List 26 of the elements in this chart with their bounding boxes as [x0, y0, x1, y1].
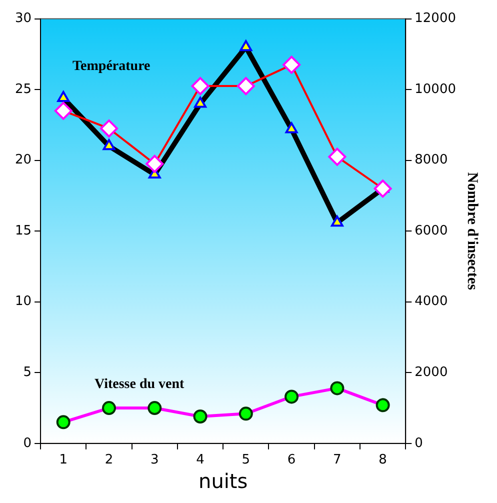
y2-tick-label: 12000: [414, 11, 456, 26]
y2-tick-label: 8000: [414, 152, 448, 168]
x-tick-label: 5: [242, 452, 250, 468]
y2-tick-label: 2000: [414, 365, 448, 380]
y-tick-label: 10: [14, 294, 32, 310]
y2-tick-label: 0: [414, 436, 423, 451]
x-tick-label: 1: [59, 452, 68, 468]
y-tick-label: 25: [14, 82, 32, 97]
y2-tick-label: 10000: [414, 82, 456, 97]
x-axis-title: nuits: [198, 469, 248, 494]
y-tick-label: 5: [23, 365, 32, 380]
y-tick-label: 20: [14, 152, 32, 168]
y-tick-label: 30: [14, 11, 32, 26]
x-tick-label: 7: [333, 452, 342, 468]
y-tick-label: 0: [23, 436, 32, 451]
series-label: Température: [72, 59, 150, 74]
series-label: Vitesse du vent: [94, 377, 185, 392]
x-tick-label: 3: [150, 452, 159, 468]
x-tick-label: 2: [104, 452, 114, 468]
y2-tick-label: 6000: [414, 223, 448, 238]
y2-tick-label: 4000: [414, 294, 448, 310]
x-tick-label: 8: [378, 452, 387, 468]
x-tick-label: 6: [287, 452, 296, 468]
x-tick-label: 4: [196, 452, 204, 468]
y2-axis-title: Nombre d'insectes: [464, 172, 480, 290]
y-tick-label: 15: [14, 223, 32, 238]
